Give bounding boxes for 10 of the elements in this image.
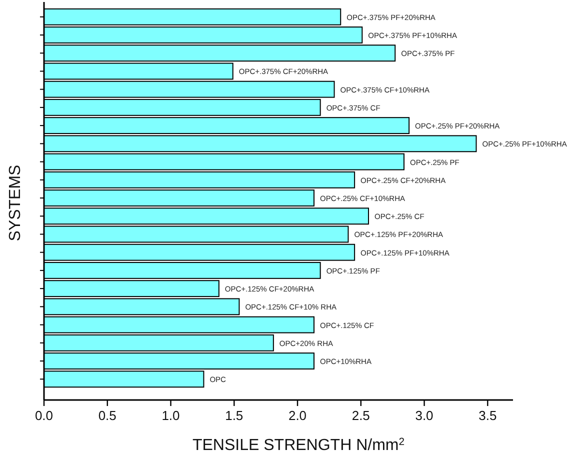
x-tick-label: 0.0 (34, 408, 54, 423)
x-tick-label: 2.0 (288, 408, 307, 423)
x-tick-label: 3.0 (415, 408, 434, 423)
x-tick-label: 3.5 (478, 408, 497, 423)
y-axis-title: SYSTEMS (7, 164, 24, 242)
x-tick-label: 1.5 (225, 408, 244, 423)
x-tick-label: 0.5 (98, 408, 116, 423)
x-tick-label: 1.0 (162, 408, 180, 423)
x-tick-label: 2.5 (352, 408, 370, 423)
x-axis-title: TENSILE STRENGTH N/mm$^{2}$ (192, 436, 405, 454)
